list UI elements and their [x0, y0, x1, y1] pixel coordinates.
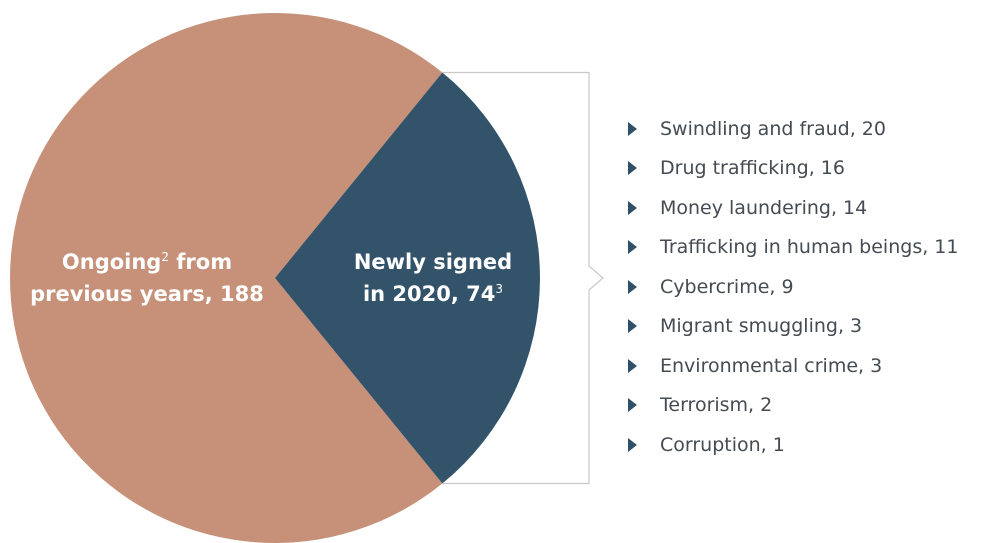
slice-ongoing [10, 12, 443, 543]
breakdown-item-label: Corruption, 1 [660, 433, 785, 456]
breakdown-item-label: Money laundering, 14 [660, 196, 868, 219]
triangle-bullet-icon [628, 319, 637, 334]
breakdown-item-label: Environmental crime, 3 [660, 354, 883, 377]
label-ongoing: Ongoing2 from previous years, 188 [30, 250, 264, 306]
breakdown-item: Corruption, 1 [628, 425, 958, 465]
label-ongoing-line: previous years, 188 [30, 282, 264, 306]
triangle-bullet-icon [628, 279, 637, 294]
breakdown-item-label: Drug trafficking, 16 [660, 157, 845, 180]
breakdown-item-label: Migrant smuggling, 3 [660, 315, 863, 338]
breakdown-item: Money laundering, 14 [628, 188, 958, 228]
breakdown-list: Swindling and fraud, 20 Drug trafficking,… [628, 109, 958, 465]
label-ongoing-text: previous years, 188 [30, 282, 264, 306]
breakdown-bracket [442, 71, 604, 485]
triangle-bullet-icon [628, 161, 637, 176]
breakdown-item: Trafficking in human beings, 11 [628, 228, 958, 268]
label-newly-signed-line: Newly signed [354, 250, 512, 274]
label-newly-signed-line: in 2020, 743 [363, 282, 503, 306]
breakdown-item: Cybercrime, 9 [628, 267, 958, 307]
triangle-bullet-icon [628, 437, 637, 452]
pie-labels: Ongoing2 from previous years, 188 Newly si… [30, 250, 512, 306]
label-ongoing-line: Ongoing2 from [62, 250, 232, 274]
triangle-bullet-icon [628, 398, 637, 413]
breakdown-item-label: Terrorism, 2 [660, 394, 773, 417]
triangle-bullet-icon [628, 358, 637, 373]
slice-newly-signed [275, 72, 540, 484]
triangle-bullet-icon [628, 200, 637, 215]
label-ongoing-text-tail: from [169, 250, 232, 274]
label-newly-signed-text: in 2020, 74 [363, 282, 495, 306]
label-ongoing-footnote: 2 [161, 250, 169, 264]
breakdown-item: Terrorism, 2 [628, 386, 958, 426]
triangle-bullet-icon [628, 121, 637, 136]
pie-slices [10, 12, 540, 543]
label-newly-signed-footnote: 3 [495, 282, 503, 296]
breakdown-item: Swindling and fraud, 20 [628, 109, 958, 149]
triangle-bullet-icon [628, 240, 637, 255]
breakdown-item: Migrant smuggling, 3 [628, 307, 958, 347]
breakdown-item: Environmental crime, 3 [628, 346, 958, 386]
breakdown-item-label: Swindling and fraud, 20 [660, 117, 886, 140]
label-newly-signed-text: Newly signed [354, 250, 512, 274]
label-ongoing-text: Ongoing [62, 250, 161, 274]
breakdown-item-label: Trafficking in human beings, 11 [660, 236, 959, 259]
label-newly-signed: Newly signed in 2020, 743 [354, 250, 512, 306]
breakdown-item: Drug trafficking, 16 [628, 149, 958, 189]
breakdown-item-label: Cybercrime, 9 [660, 275, 794, 298]
